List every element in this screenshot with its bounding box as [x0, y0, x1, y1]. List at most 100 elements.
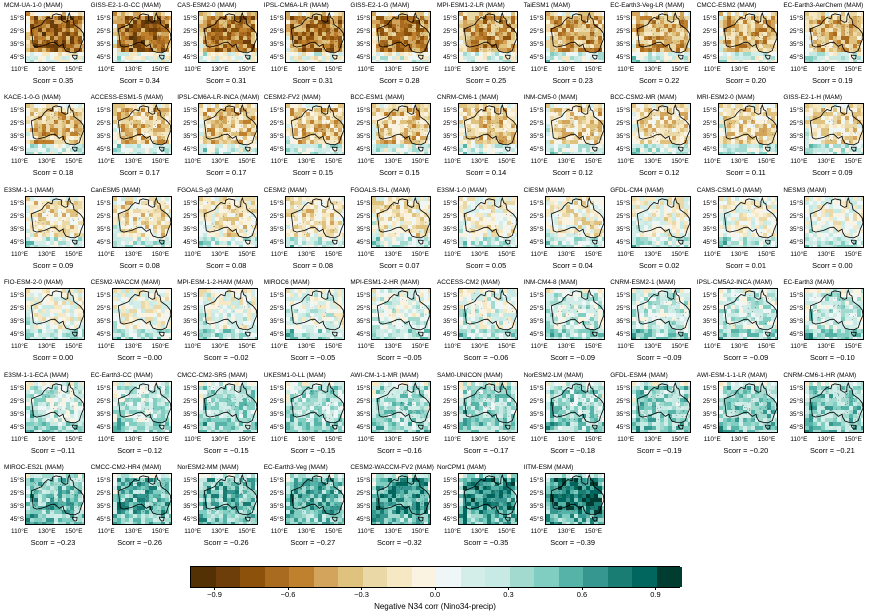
y-tick-label: 35°S	[702, 133, 717, 141]
model-panel: MPI-ESM-1-2-HAM (MAM) 15°S 25°S 35°S 45°S 110…	[175, 279, 261, 372]
x-tick-label: 110°E	[790, 435, 808, 443]
correlation-map	[371, 473, 432, 525]
scorr-label: Scorr = −0.21	[810, 445, 855, 455]
y-tick-label: 25°S	[789, 397, 804, 405]
scorr-label: Scorr = 0.11	[725, 168, 766, 178]
y-tick-label: 45°S	[96, 238, 111, 246]
y-tick-label: 45°S	[96, 516, 111, 523]
y-tick-label: 35°S	[269, 225, 284, 233]
panel-title: GISS-E2-1-G (MAM)	[350, 2, 410, 9]
y-tick-label: 45°S	[789, 423, 804, 431]
x-tick-label: 110°E	[357, 528, 375, 535]
y-tick-label: 45°S	[529, 423, 544, 431]
panel-title: IPSL-CM5A2-INCA (MAM)	[696, 279, 773, 287]
correlation-map	[284, 195, 345, 248]
x-tick-label: 130°E	[471, 158, 489, 166]
y-tick-label: 25°S	[616, 305, 631, 313]
correlation-map	[544, 103, 605, 156]
model-panel: BCC-CSM2-MR (MAM) 15°S 25°S 35°S 45°S 110°E 13…	[608, 94, 694, 187]
x-tick-label: 110°E	[790, 250, 808, 258]
panel-title: CMCC-CM2-SR5 (MAM)	[177, 371, 248, 379]
y-tick-label: 15°S	[529, 384, 544, 392]
x-tick-label: 130°E	[124, 158, 143, 166]
y-tick-label: 15°S	[356, 15, 371, 22]
y-tick-label: 25°S	[443, 28, 457, 35]
correlation-map	[25, 11, 85, 63]
x-tick-label: 130°E	[384, 250, 402, 258]
panel-title: MIROC6 (MAM)	[263, 279, 310, 287]
y-tick-label: 35°S	[10, 133, 24, 141]
colorbar-bin	[362, 567, 388, 587]
x-tick-label: 110°E	[530, 158, 548, 166]
x-tick-label: 130°E	[38, 66, 56, 73]
x-tick-label: 150°E	[65, 435, 83, 443]
model-panel: NESM3 (MAM) 15°S 25°S 35°S 45°S 110°E 130°E 150…	[781, 187, 867, 280]
y-tick-label: 45°S	[789, 331, 804, 339]
y-tick-label: 45°S	[443, 238, 457, 246]
x-tick-label: 130°E	[644, 66, 662, 73]
x-tick-label: 110°E	[270, 343, 288, 351]
y-tick-label: 45°S	[356, 54, 371, 61]
scorr-label: Scorr = 0.25	[465, 76, 507, 85]
x-tick-label: 110°E	[617, 435, 635, 443]
y-tick-label: 35°S	[789, 318, 804, 326]
y-tick-label: 35°S	[183, 41, 198, 48]
x-tick-label: 130°E	[124, 435, 143, 443]
x-tick-label: 110°E	[444, 528, 462, 535]
panel-title: TaiESM1 (MAM)	[523, 2, 571, 9]
x-tick-label: 150°E	[238, 435, 256, 443]
y-tick-label: 45°S	[443, 331, 457, 339]
y-tick-label: 15°S	[443, 199, 457, 207]
y-tick-label: 25°S	[183, 490, 198, 497]
x-tick-label: 150°E	[324, 343, 343, 351]
y-tick-label: 25°S	[10, 305, 24, 313]
scorr-label: Scorr = −0.35	[463, 538, 509, 547]
correlation-map	[631, 11, 692, 63]
model-panel: EC-Earth3-Veg-LR (MAM) 15°S 25°S 35°S 45°S 11…	[608, 2, 694, 95]
colorbar-bin	[215, 567, 241, 587]
x-tick-label: 130°E	[730, 250, 749, 258]
x-tick-label: 150°E	[757, 435, 776, 443]
x-tick-label: 150°E	[238, 158, 256, 166]
x-tick-label: 150°E	[757, 250, 776, 258]
y-tick-label: 35°S	[789, 133, 804, 141]
panel-title: FIO-ESM-2-0 (MAM)	[4, 279, 63, 287]
colorbar-tick-label: 0.6	[576, 590, 588, 599]
correlation-map	[458, 195, 518, 248]
panel-title: CanESM5 (MAM)	[90, 186, 141, 194]
y-tick-label: 15°S	[96, 292, 111, 300]
x-tick-label: 150°E	[324, 66, 343, 73]
y-tick-label: 15°S	[10, 107, 24, 115]
scorr-label: Scorr = −0.15	[290, 445, 336, 455]
y-tick-label: 35°S	[269, 133, 284, 141]
scorr-label: Scorr = 0.31	[292, 76, 334, 85]
y-tick-label: 35°S	[529, 41, 544, 48]
y-tick-label: 45°S	[702, 54, 717, 61]
x-tick-label: 130°E	[211, 158, 229, 166]
x-tick-label: 130°E	[557, 435, 576, 443]
x-tick-label: 110°E	[184, 66, 202, 73]
x-tick-label: 130°E	[297, 435, 316, 443]
y-tick-label: 25°S	[443, 212, 457, 220]
y-tick-label: 15°S	[616, 107, 631, 115]
correlation-map	[25, 195, 85, 248]
scorr-label: Scorr = 0.00	[32, 353, 74, 363]
scorr-label: Scorr = 0.02	[638, 260, 680, 270]
y-tick-label: 15°S	[269, 477, 284, 484]
x-tick-label: 150°E	[844, 158, 862, 166]
x-tick-label: 150°E	[324, 528, 343, 535]
y-tick-label: 45°S	[96, 54, 111, 61]
panel-title: E3SM-1-0 (MAM)	[437, 186, 487, 194]
correlation-map	[804, 11, 865, 63]
scorr-label: Scorr = −0.17	[463, 445, 509, 455]
x-tick-label: 150°E	[671, 66, 689, 73]
x-tick-label: 130°E	[211, 66, 229, 73]
y-tick-label: 45°S	[616, 423, 631, 431]
colorbar-bin	[485, 567, 510, 587]
scorr-label: Scorr = 0.09	[32, 260, 74, 270]
x-tick-label: 150°E	[498, 343, 516, 351]
correlation-map	[804, 380, 865, 433]
scorr-label: Scorr = 0.17	[119, 168, 160, 178]
y-tick-label: 35°S	[356, 225, 371, 233]
x-tick-label: 150°E	[498, 158, 516, 166]
